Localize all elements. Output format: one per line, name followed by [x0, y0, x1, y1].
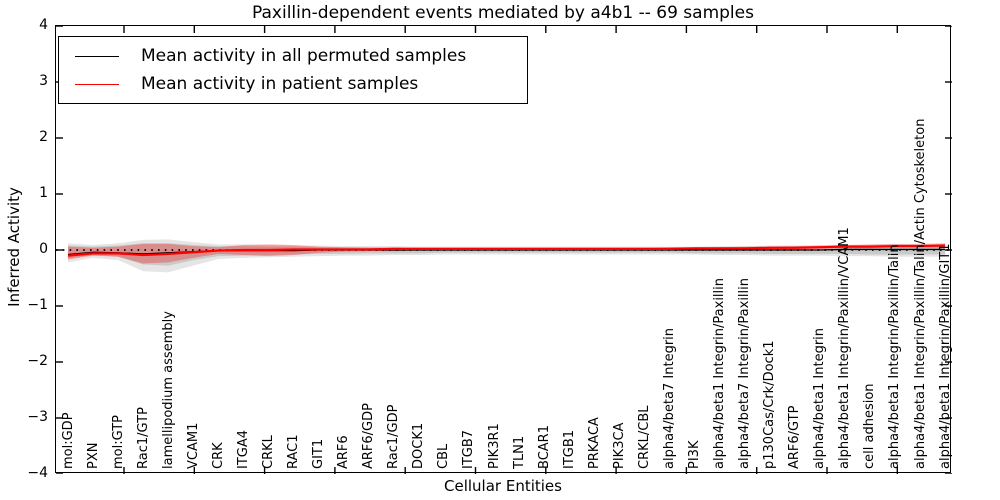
x-tick-label: p130Cas/Crk/Dock1 — [762, 340, 778, 469]
x-tick-label: mol:GTP — [110, 415, 126, 469]
patient-mean-line — [67, 244, 946, 257]
x-tick-label: CRKL/CBL — [636, 405, 652, 470]
x-tick-label: PRKACA — [586, 417, 602, 469]
x-axis-label: Cellular Entities — [444, 477, 562, 495]
y-tick-label: −1 — [27, 297, 48, 313]
y-tick-label: 2 — [39, 129, 48, 145]
x-tick-label: PXN — [85, 442, 101, 469]
x-tick-label: ARF6/GTP — [787, 405, 803, 469]
legend-label-permuted: Mean activity in all permuted samples — [141, 46, 467, 66]
x-tick-label: CRK — [210, 442, 226, 469]
x-tick-label: Rac1/GDP — [386, 404, 402, 469]
x-tick-label: BCAR1 — [536, 425, 552, 469]
legend-item-patient: Mean activity in patient samples — [75, 70, 527, 98]
y-tick-label: −3 — [27, 409, 48, 425]
x-tick-label: ITGB1 — [561, 429, 577, 469]
y-tick-label: −4 — [27, 465, 48, 481]
y-tick-label: 1 — [39, 185, 48, 201]
x-tick-label: VCAM1 — [185, 422, 201, 469]
legend: Mean activity in all permuted samples Me… — [58, 36, 528, 104]
x-tick-label: GIT1 — [311, 438, 327, 469]
x-tick-label: ARF6 — [336, 435, 352, 469]
x-tick-label: PI3K — [687, 440, 702, 469]
x-tick-label: PIK3R1 — [486, 423, 502, 469]
x-tick-label: ITGB7 — [461, 429, 477, 469]
x-tick-label: Rac1/GTP — [135, 407, 151, 469]
legend-label-patient: Mean activity in patient samples — [141, 74, 419, 94]
x-tick-label: lamellipodium assembly — [160, 311, 176, 469]
legend-line-sample-patient — [75, 83, 119, 85]
plot-canvas — [56, 26, 952, 474]
x-tick-label: alpha4/beta1 Integrin/Paxillin/GIT1 — [937, 243, 953, 469]
x-tick-label: cell adhesion — [862, 383, 878, 469]
chart-title: Paxillin-dependent events mediated by a4… — [252, 3, 754, 23]
x-tick-label: ARF6/GDP — [361, 403, 377, 469]
x-tick-label: alpha4/beta1 Integrin/Paxillin/Talin — [887, 244, 903, 469]
x-tick-label: ITGA4 — [235, 429, 251, 469]
y-tick-label: −2 — [27, 353, 48, 369]
x-tick-label: CBL — [436, 443, 452, 469]
x-tick-label: mol:GDP — [60, 412, 76, 469]
x-tick-label: alpha4/beta7 Integrin/Paxillin — [737, 277, 753, 469]
y-tick-label: 3 — [39, 73, 48, 89]
x-tick-label: PIK3CA — [611, 422, 627, 469]
x-tick-label: alpha4/beta1 Integrin/Paxillin/Talin/Act… — [912, 118, 928, 469]
x-tick-label: CRKL — [260, 435, 276, 469]
x-tick-label: DOCK1 — [411, 422, 427, 469]
x-tick-label: alpha4/beta7 Integrin — [661, 327, 677, 469]
y-tick-label: 0 — [39, 241, 48, 257]
x-tick-label: TLN1 — [511, 435, 527, 469]
axis-ticks — [56, 26, 952, 474]
x-tick-label: RAC1 — [286, 434, 302, 469]
legend-item-permuted: Mean activity in all permuted samples — [75, 42, 527, 70]
x-tick-label: alpha4/beta1 Integrin/Paxillin — [712, 277, 728, 469]
y-tick-label: 4 — [39, 17, 48, 33]
x-tick-label: alpha4/beta1 Integrin/Paxillin/VCAM1 — [837, 227, 853, 469]
legend-line-sample-permuted — [75, 55, 119, 57]
x-tick-label: alpha4/beta1 Integrin — [812, 327, 828, 469]
